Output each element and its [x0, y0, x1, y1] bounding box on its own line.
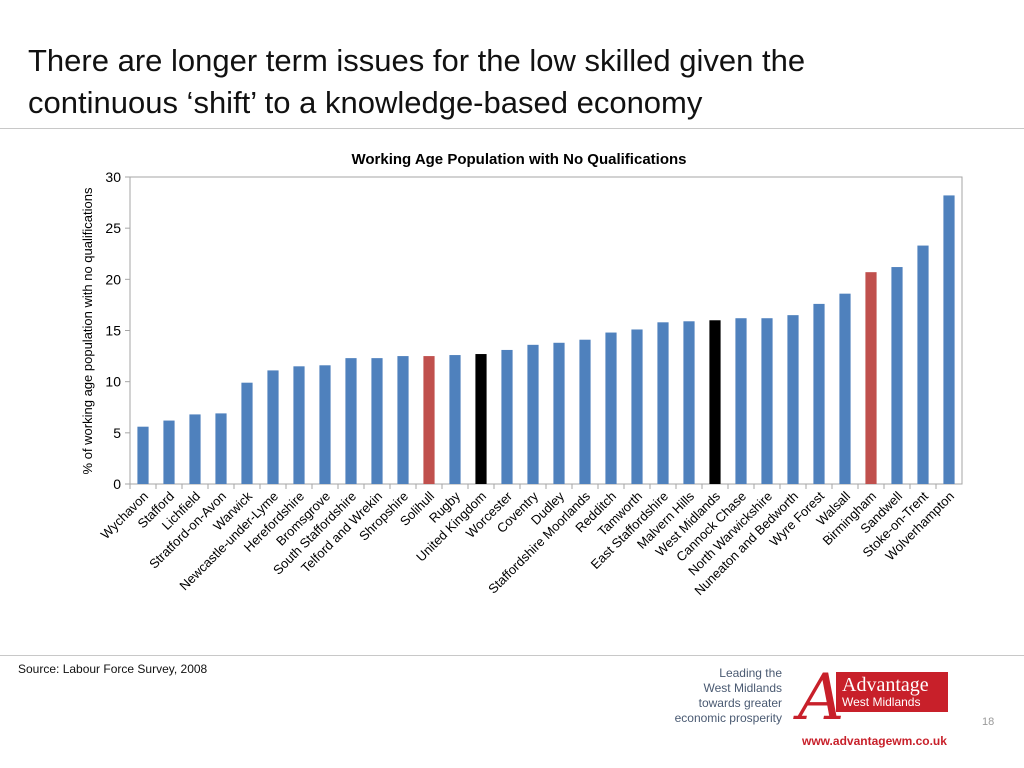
tagline-line-2: West Midlands	[703, 681, 782, 695]
header-divider	[0, 128, 1024, 129]
bar	[189, 414, 201, 484]
x-axis-labels: WychavonStaffordLichfieldStratford-on-Av…	[98, 484, 957, 598]
bar	[553, 342, 565, 484]
bar	[501, 349, 513, 484]
tagline: Leading the West Midlands towards greate…	[600, 666, 782, 726]
bar	[475, 354, 487, 484]
bar	[683, 321, 695, 484]
bar	[865, 272, 877, 484]
bar	[787, 315, 799, 484]
slide-title-line-1: There are longer term issues for the low…	[28, 43, 806, 78]
plot-area	[129, 176, 963, 485]
bar	[761, 318, 773, 484]
bar	[917, 245, 929, 484]
chart-svg: Working Age Population with No Qualifica…	[80, 151, 963, 598]
y-tick-label: 30	[105, 169, 121, 185]
bar	[371, 358, 383, 484]
bar	[527, 344, 539, 484]
logo-wordmark: Advantage West Midlands	[836, 672, 948, 712]
y-tick-label: 5	[113, 425, 121, 441]
source-note: Source: Labour Force Survey, 2008	[18, 662, 208, 676]
y-tick-label: 0	[113, 476, 121, 492]
bar	[137, 426, 149, 484]
bar	[449, 355, 461, 484]
advantage-west-midlands-logo: A Advantage West Midlands	[798, 666, 950, 738]
bar	[943, 195, 955, 485]
footer-divider	[0, 655, 1024, 656]
bar	[397, 356, 409, 484]
slide-title-line-2: continuous ‘shift’ to a knowledge-based …	[28, 85, 703, 120]
website-url: www.advantagewm.co.uk	[802, 734, 947, 748]
bar-series	[137, 195, 955, 485]
bar	[605, 332, 617, 484]
bar	[735, 318, 747, 484]
page-number: 18	[982, 716, 995, 728]
bar	[839, 293, 851, 484]
bar-chart: Working Age Population with No Qualifica…	[0, 130, 1024, 650]
bar	[423, 356, 435, 484]
bar	[241, 382, 253, 484]
y-tick-label: 10	[105, 374, 121, 390]
chart-title: Working Age Population with No Qualifica…	[351, 151, 686, 168]
bar	[345, 358, 357, 484]
bar	[657, 322, 669, 484]
bar	[579, 339, 591, 484]
y-tick-label: 25	[105, 220, 121, 236]
tagline-line-4: economic prosperity	[674, 711, 782, 725]
slide-title: There are longer term issues for the low…	[28, 40, 988, 124]
y-axis: 0 5 10 15 20 25 30	[105, 169, 130, 492]
bar	[319, 365, 331, 484]
bar	[631, 329, 643, 484]
logo-line-2: West Midlands	[842, 695, 921, 709]
y-tick-label: 20	[105, 271, 121, 287]
bar	[891, 267, 903, 484]
bar	[709, 320, 721, 484]
bar	[215, 413, 227, 484]
bar	[163, 420, 175, 484]
tagline-line-1: Leading the	[719, 666, 782, 680]
y-tick-label: 15	[105, 323, 121, 339]
logo-line-1: Advantage	[842, 674, 929, 696]
bar	[267, 370, 279, 484]
tagline-line-3: towards greater	[698, 696, 782, 710]
y-axis-label: % of working age population with no qual…	[80, 187, 95, 474]
bar	[293, 366, 305, 484]
bar	[813, 303, 825, 484]
